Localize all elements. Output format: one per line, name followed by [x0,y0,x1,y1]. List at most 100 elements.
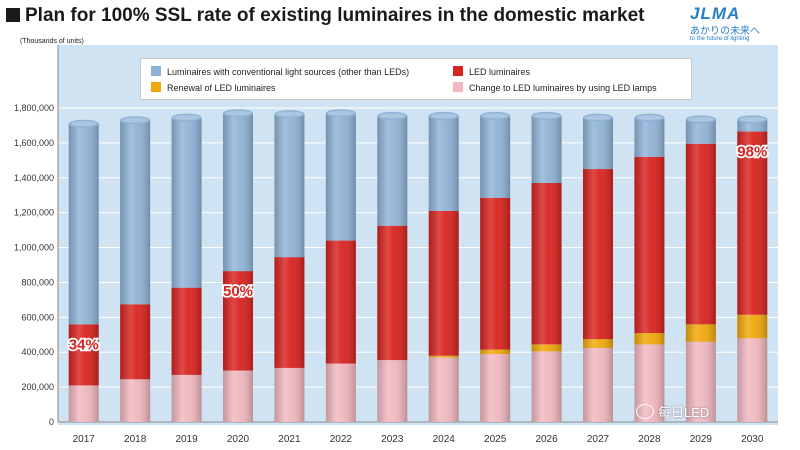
title-square-icon [6,8,20,22]
x-tick-label: 2023 [381,434,404,445]
bar-shading [634,117,665,422]
legend-swatch-renewal [151,82,161,92]
watermark-text: 每日LED [658,405,710,420]
bar-stack-2027 [583,113,613,422]
y-tick-label: 1,000,000 [14,243,54,253]
bar-stack-2018 [120,116,151,422]
bar-top-highlight [276,111,303,117]
bar-top-highlight [70,121,97,127]
bar-shading [120,120,151,422]
legend-label-led: LED luminaires [469,67,531,77]
logo-japanese: あかりの未来へ [690,26,760,37]
bar-top-cap [274,110,305,119]
logo-tagline: to the future of lighting [690,36,750,42]
x-tick-label: 2024 [433,434,456,445]
bar-top-highlight [225,110,251,116]
share-annotation: 50% [223,283,253,300]
x-tick-label: 2018 [124,434,147,445]
watermark: 每日LED [636,402,709,421]
bar-top-highlight [739,116,766,122]
bar-top-cap [685,115,716,124]
y-tick-label: 200,000 [21,382,54,392]
bar-shading [737,119,768,422]
bar-top-highlight [687,116,714,122]
bar-top-cap [428,111,459,120]
bar-top-highlight [585,115,611,121]
legend-label-renewal: Renewal of LED luminaires [167,83,276,93]
bar-top-cap [325,109,356,118]
bar-top-cap [171,113,202,122]
legend-swatch-conventional [151,66,161,76]
bar-top-highlight [379,113,406,119]
bar-stack-2024 [428,111,459,422]
bar-stack-2017 [68,119,99,422]
bar-stack-2026 [531,111,562,422]
logo-mark: JLMA [690,4,741,23]
x-tick-label: 2026 [535,434,558,445]
bar-stack-2021 [274,110,305,422]
y-tick-label: 1,200,000 [14,208,54,218]
bar-stack-2025 [480,111,511,422]
legend-item-conventional: Luminaires with conventional light sourc… [151,66,409,77]
bar-shading [428,115,459,422]
share-annotation: 34% [69,336,99,353]
bar-shading [274,114,305,422]
chart-title-text: Plan for 100% SSL rate of existing lumin… [25,5,645,26]
jlma-logo: JLMA あかりの未来へ to the future of lighting [690,4,800,46]
bar-shading [68,123,99,422]
bar-top-cap [634,113,665,122]
x-tick-label: 2028 [638,434,661,445]
bar-top-cap [377,111,408,120]
bar-stack-2030 [737,115,768,422]
bar-top-highlight [173,115,200,121]
bar-top-highlight [327,110,354,116]
bar-top-highlight [533,113,560,119]
legend-label-lamps: Change to LED luminaires by using LED la… [469,83,657,93]
y-tick-label: 600,000 [21,312,54,322]
x-tick-label: 2022 [330,434,353,445]
wechat-icon [636,404,654,419]
bar-stack-2023 [377,111,408,422]
plot-background [58,45,778,425]
legend-label-conventional: Luminaires with conventional light sourc… [167,67,410,77]
legend-item-led: LED luminaires [453,66,530,77]
x-tick-label: 2027 [587,434,610,445]
header: Plan for 100% SSL rate of existing lumin… [0,0,800,42]
y-tick-label: 400,000 [21,347,54,357]
bar-top-cap [480,111,511,120]
bar-shading [223,113,253,422]
bar-shading [531,115,562,422]
bar-top-cap [120,116,151,125]
bar-stack-2020 [223,109,253,422]
legend-swatch-led [453,66,463,76]
legend-item-renewal: Renewal of LED luminaires [151,82,276,93]
bar-top-highlight [122,117,149,123]
bar-stack-2028 [634,113,665,422]
bar-top-cap [583,113,613,122]
bar-top-cap [737,115,768,124]
bar-top-highlight [430,113,457,119]
x-tick-label: 2017 [73,434,96,445]
x-tick-label: 2030 [741,434,764,445]
y-tick-label: 1,800,000 [14,103,54,113]
bar-top-cap [223,109,253,118]
bar-shading [377,115,408,422]
bar-top-highlight [482,113,509,119]
bar-shading [685,119,716,422]
bar-top-highlight [636,115,663,121]
bar-top-cap [531,111,562,120]
bar-shading [325,113,356,422]
legend-item-lamps: Change to LED luminaires by using LED la… [453,82,657,93]
y-tick-label: 1,600,000 [14,138,54,148]
bar-stack-2019 [171,113,202,422]
bar-top-cap [68,119,99,128]
y-tick-label: 1,400,000 [14,173,54,183]
legend: Luminaires with conventional light sourc… [140,58,692,100]
bar-stack-2029 [685,115,716,422]
y-tick-label: 800,000 [21,277,54,287]
legend-swatch-lamps [453,82,463,92]
x-tick-label: 2029 [690,434,713,445]
bar-shading [171,117,202,422]
share-annotation: 98% [737,144,767,161]
